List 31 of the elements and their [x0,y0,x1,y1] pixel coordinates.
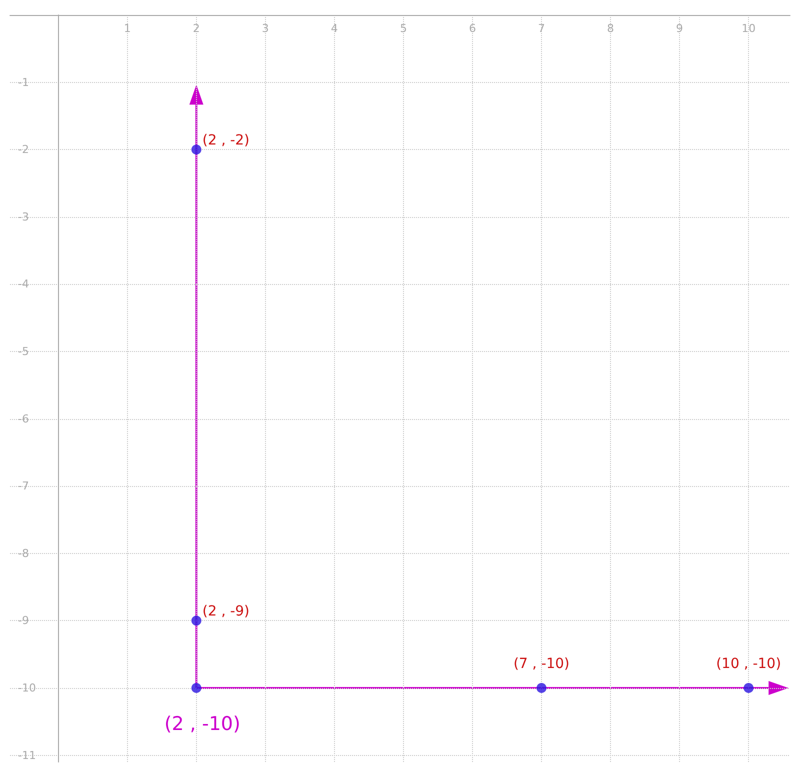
y-tick-label: -1 [18,76,29,89]
x-tick-label: 8 [607,22,614,35]
y-tick-label: -10 [18,681,36,694]
point [536,682,547,693]
annotation: (2 , -2) [202,132,250,149]
x-tick-label: 4 [330,22,338,35]
y-tick-label: -2 [18,143,29,156]
x-tick-label: 5 [400,22,407,35]
point [191,616,202,626]
y-tick-label: -11 [18,748,36,762]
y-tick-label: -8 [18,546,29,560]
point [744,682,754,693]
y-tick-label: -9 [18,614,29,628]
x-tick-label: 3 [262,22,269,35]
point [191,682,202,693]
y-tick-label: -5 [18,344,29,358]
x-tick-label: 10 [742,22,756,35]
y-tick-label: -3 [18,210,29,224]
x-tick-label: 2 [192,22,200,35]
annotation: (2 , -10) [164,712,240,735]
y-tick-label: -4 [18,278,29,291]
annotation: (7 , -10) [513,656,570,672]
x-tick-label: 6 [468,22,476,35]
annotation: (2 , -9) [202,604,250,620]
y-tick-label: -6 [18,412,29,426]
x-tick-label: 1 [124,22,131,35]
x-tick-label: 9 [676,22,684,35]
annotation: (10 , -10) [716,656,782,672]
point [191,144,202,155]
x-tick-label: 7 [538,22,546,35]
y-tick-label: -7 [18,480,29,493]
